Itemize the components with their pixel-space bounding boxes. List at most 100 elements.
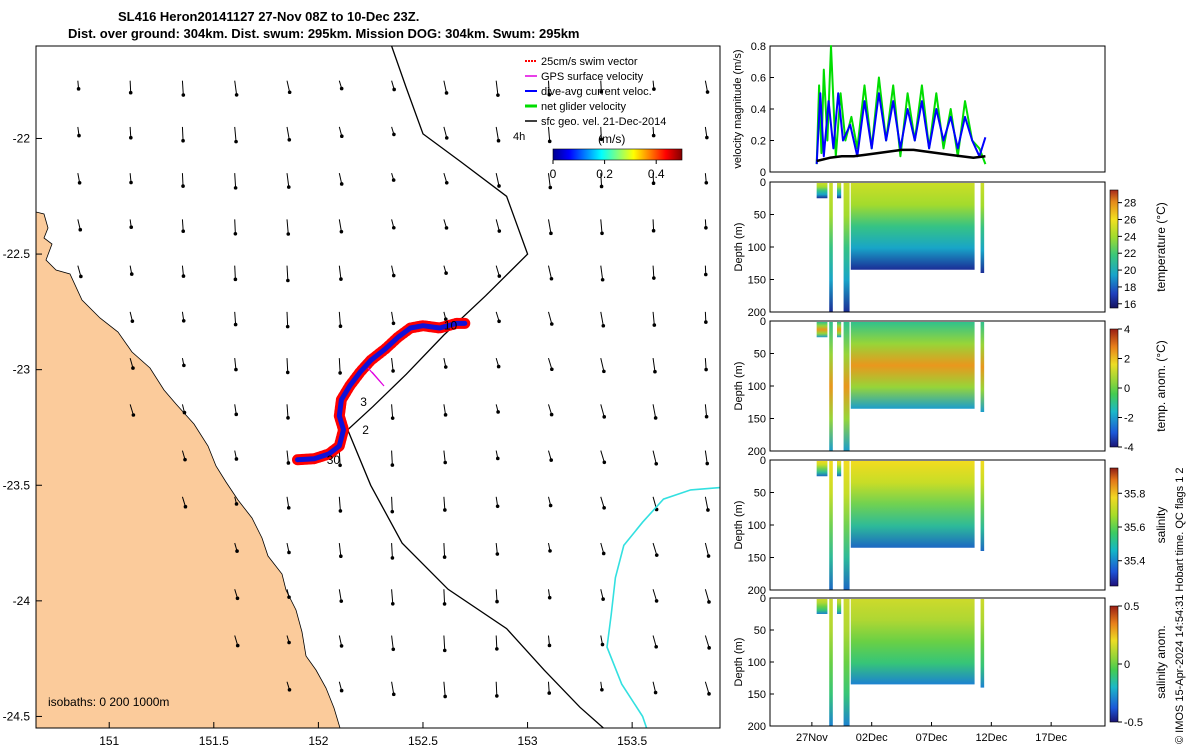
heatmap-data-block bbox=[843, 183, 850, 312]
geo-vector-head bbox=[391, 321, 396, 326]
geo-vector bbox=[338, 173, 343, 185]
geo-vector-head bbox=[181, 184, 185, 188]
geo-vector-head bbox=[287, 138, 292, 142]
heatmap-data-block bbox=[850, 599, 975, 685]
geo-vector-head bbox=[497, 319, 501, 324]
geo-vector-head bbox=[78, 227, 83, 232]
geo-vector-head bbox=[338, 371, 342, 375]
geo-vector-head bbox=[496, 93, 500, 97]
geo-vector-head bbox=[704, 180, 709, 185]
glider-track bbox=[295, 320, 468, 463]
depth-tick-label: 0 bbox=[760, 316, 766, 328]
heatmap-data-block bbox=[816, 322, 828, 338]
geo-vector-head bbox=[599, 90, 604, 94]
geo-vector bbox=[443, 727, 445, 728]
geo-vector bbox=[600, 219, 603, 234]
velocity-ylabel: velocity magnitude (m/s) bbox=[732, 49, 744, 168]
geo-vector bbox=[391, 311, 394, 324]
geo-vector bbox=[600, 450, 605, 463]
geo-vector bbox=[338, 358, 341, 373]
geo-vector-head bbox=[706, 508, 710, 512]
legend-label: sfc geo. vel. 21-Dec-2014 bbox=[541, 116, 666, 128]
depth-tick-label: 150 bbox=[748, 275, 766, 287]
geo-vector bbox=[547, 173, 551, 188]
geo-vector-head bbox=[547, 595, 552, 600]
colorbar-axis-label: salinity bbox=[1154, 507, 1168, 544]
geo-vector bbox=[338, 589, 342, 602]
geo-vector bbox=[391, 589, 394, 604]
legend-label: GPS surface velocity bbox=[541, 71, 644, 83]
title-line-1: SL416 Heron20141127 27-Nov 08Z to 10-Dec… bbox=[118, 9, 419, 24]
geo-vector-head bbox=[340, 134, 344, 139]
geo-vector bbox=[287, 727, 288, 728]
geo-vector-head bbox=[390, 463, 395, 467]
geo-vector-head bbox=[444, 136, 449, 140]
geo-vector-head bbox=[443, 413, 448, 417]
geo-vector bbox=[443, 543, 446, 558]
depth-tick-label: 50 bbox=[754, 210, 766, 222]
geo-vector bbox=[286, 496, 290, 508]
geo-vector-head bbox=[599, 137, 604, 142]
geo-vector-head bbox=[286, 278, 290, 283]
colorbar-tick-label: 24 bbox=[1124, 231, 1136, 243]
geo-vector bbox=[234, 265, 236, 280]
heatmap-data-block bbox=[837, 183, 842, 199]
geo-vector bbox=[443, 496, 446, 511]
geo-vector-head bbox=[497, 184, 501, 188]
geo-vector bbox=[704, 496, 709, 511]
geo-vector bbox=[547, 681, 550, 694]
colorbar-tick-label: 18 bbox=[1124, 282, 1136, 294]
geo-vector-head bbox=[234, 457, 239, 461]
geo-vector bbox=[391, 635, 394, 650]
map-ytick-label: -22.5 bbox=[3, 247, 31, 261]
geo-vector bbox=[443, 635, 446, 651]
geo-vector bbox=[181, 173, 184, 187]
geo-vector bbox=[181, 219, 184, 232]
geo-vector bbox=[234, 126, 237, 142]
geo-vector bbox=[704, 681, 710, 694]
geo-vector-head bbox=[496, 364, 501, 369]
geo-vector-head bbox=[390, 556, 395, 560]
geo-vector bbox=[547, 80, 550, 95]
geo-vector-head bbox=[703, 272, 708, 277]
geo-vector bbox=[391, 404, 394, 419]
geo-vector-head bbox=[287, 595, 291, 599]
colorbar-tick-label: 4 bbox=[1124, 324, 1130, 336]
geo-vector-head bbox=[443, 694, 447, 699]
geo-vector bbox=[652, 542, 658, 556]
geo-vector-head bbox=[288, 735, 292, 739]
heatmap-data-block bbox=[850, 183, 975, 270]
colorbar-tick-label: 0 bbox=[550, 167, 557, 181]
colorbar-tick-label: 35.6 bbox=[1124, 522, 1145, 534]
geo-vector-head bbox=[548, 503, 553, 508]
geo-vector-head bbox=[495, 599, 499, 604]
geo-vector-head bbox=[235, 596, 240, 601]
geo-vector bbox=[338, 542, 342, 557]
geo-vector-head bbox=[547, 739, 551, 743]
geo-vector-head bbox=[654, 644, 658, 649]
colorbar-axis-label: salinity anom. bbox=[1154, 625, 1168, 698]
depth-tick-label: 150 bbox=[748, 689, 766, 701]
geo-vector-head bbox=[443, 317, 448, 322]
geo-vector bbox=[548, 727, 549, 728]
geo-vector-head bbox=[654, 462, 659, 466]
geo-vector-head bbox=[287, 687, 292, 692]
geo-vector-head bbox=[704, 320, 708, 324]
geo-vector bbox=[286, 358, 289, 373]
geo-vector-head bbox=[285, 324, 290, 329]
geo-vector-head bbox=[442, 602, 447, 606]
day-label: 2 bbox=[362, 423, 369, 437]
title-line-2: Dist. over ground: 304km. Dist. swum: 29… bbox=[68, 26, 580, 41]
velocity-ytick-label: 0.6 bbox=[751, 73, 766, 85]
geo-vector-head bbox=[234, 139, 238, 144]
geo-vector-head bbox=[602, 369, 606, 374]
colorbar-axis-label: temperature (°C) bbox=[1154, 202, 1168, 292]
heatmap-data-block bbox=[980, 599, 985, 688]
geo-vector-head bbox=[707, 738, 711, 742]
depth-axis-label: Depth (m) bbox=[733, 501, 745, 550]
geo-vector-head bbox=[547, 691, 552, 695]
geo-vector-head bbox=[653, 690, 658, 695]
geo-vector bbox=[286, 80, 291, 93]
map-ytick-label: -24.5 bbox=[3, 709, 31, 723]
geo-vector-head bbox=[651, 181, 656, 186]
